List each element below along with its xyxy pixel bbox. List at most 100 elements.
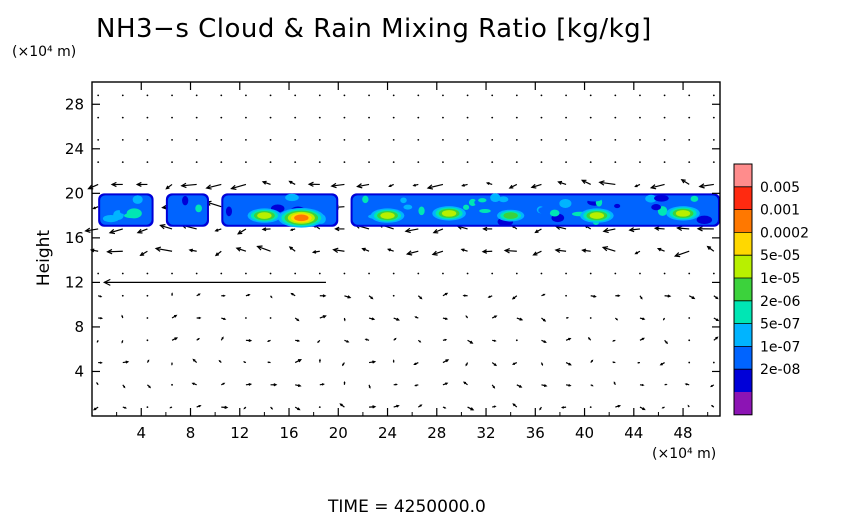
wind-arrowhead <box>394 337 397 340</box>
wind-arrowhead <box>99 316 104 320</box>
wind-dot <box>97 94 100 97</box>
wind-arrowhead <box>656 247 662 252</box>
wind-arrowhead <box>108 228 116 235</box>
wind-dot <box>540 161 543 164</box>
wind-arrowhead <box>273 383 278 387</box>
wind-dot <box>491 116 494 119</box>
wind-arrowhead <box>469 340 474 344</box>
wind-arrowhead <box>503 248 510 254</box>
colorbar-swatch <box>734 323 752 347</box>
wind-arrowhead <box>542 293 546 296</box>
wind-dot <box>269 138 272 141</box>
cloud-speckle <box>538 206 551 214</box>
wind-arrowhead <box>123 385 126 389</box>
wind-arrowhead <box>414 384 417 387</box>
wind-arrowhead <box>221 336 224 340</box>
colorbar-swatch <box>734 300 752 324</box>
colorbar-frame <box>733 163 753 416</box>
wind-dot <box>245 138 247 141</box>
wind-dot <box>195 138 198 141</box>
wind-arrow <box>603 228 616 232</box>
wind-jet-arrowhead <box>102 278 111 286</box>
wind-arrow <box>681 179 690 185</box>
wind-arrowhead <box>539 408 542 411</box>
wind-dot <box>589 317 592 319</box>
wind-arrowhead <box>628 227 635 233</box>
wind-arrowhead <box>413 362 417 366</box>
wind-dot <box>614 138 617 141</box>
cloud-speckle <box>490 193 501 203</box>
wind-arrowhead <box>297 359 302 363</box>
wind-arrowhead <box>297 383 302 388</box>
wind-arrowhead <box>289 228 294 231</box>
wind-dot <box>195 116 198 119</box>
wind-dot <box>318 138 321 141</box>
wind-arrowhead <box>339 403 343 407</box>
x-tick-label: 20 <box>329 424 348 442</box>
wind-arrowhead <box>84 227 91 233</box>
wind-dot <box>368 161 370 164</box>
wind-dot <box>417 161 420 164</box>
wind-arrowhead <box>493 339 497 342</box>
wind-dot <box>515 272 518 275</box>
wind-arrow <box>237 228 247 235</box>
y-tick-label: 24 <box>65 140 84 158</box>
wind-dot <box>639 94 641 97</box>
wind-dot <box>392 294 395 297</box>
wind-arrow <box>675 250 690 257</box>
wind-dot <box>688 116 691 119</box>
wind-arrowhead <box>89 248 95 253</box>
wind-arrowhead <box>364 338 368 341</box>
wind-dot <box>318 406 321 408</box>
wind-dot <box>442 94 444 97</box>
wind-dot <box>491 161 494 164</box>
wind-arrow <box>109 228 123 234</box>
wind-arrowhead <box>92 206 96 210</box>
wind-arrow <box>206 183 222 189</box>
wind-arrowhead <box>715 336 719 340</box>
cloud-core <box>257 212 272 219</box>
cloud-speckle <box>285 193 299 202</box>
wind-dot <box>712 361 715 364</box>
wind-arrowhead <box>370 296 374 300</box>
cloud-speckle <box>367 201 379 207</box>
cloud-speckle <box>679 198 687 209</box>
wind-arrowhead <box>554 247 561 254</box>
colorbar-swatch <box>734 186 752 210</box>
wind-arrowhead <box>485 181 490 185</box>
wind-arrowhead <box>706 245 712 250</box>
wind-arrow <box>257 245 271 252</box>
wind-dot <box>269 161 272 164</box>
wind-arrowhead <box>431 250 438 256</box>
wind-arrow <box>599 181 616 186</box>
cloud-speckle <box>651 204 661 211</box>
wind-dot <box>712 94 715 97</box>
wind-arrowhead <box>247 293 251 297</box>
wind-arrowhead <box>642 407 646 411</box>
wind-arrow <box>533 250 542 256</box>
wind-arrowhead <box>414 316 417 319</box>
wind-arrowhead <box>92 407 97 411</box>
wind-dot <box>515 138 518 141</box>
wind-arrowhead <box>687 404 690 407</box>
wind-dot <box>515 161 518 164</box>
wind-dot <box>466 272 469 275</box>
wind-dot <box>589 272 592 275</box>
plot-area <box>92 82 720 416</box>
wind-arrowhead <box>218 359 221 363</box>
wind-arrowhead <box>419 340 422 343</box>
wind-arrowhead <box>698 183 705 189</box>
wind-dot <box>515 339 518 342</box>
cloud-speckle <box>478 198 487 203</box>
wind-dot <box>343 138 346 141</box>
wind-arrowhead <box>541 363 544 367</box>
wind-arrowhead <box>612 361 615 364</box>
wind-arrowhead <box>661 406 664 409</box>
wind-arrowhead <box>443 406 447 409</box>
wind-arrowhead <box>710 384 713 388</box>
cloud-speckle <box>479 208 491 213</box>
cloud-speckle <box>586 197 602 202</box>
wind-dot <box>466 161 469 164</box>
wind-arrowhead <box>511 296 516 300</box>
wind-dot <box>343 116 346 119</box>
